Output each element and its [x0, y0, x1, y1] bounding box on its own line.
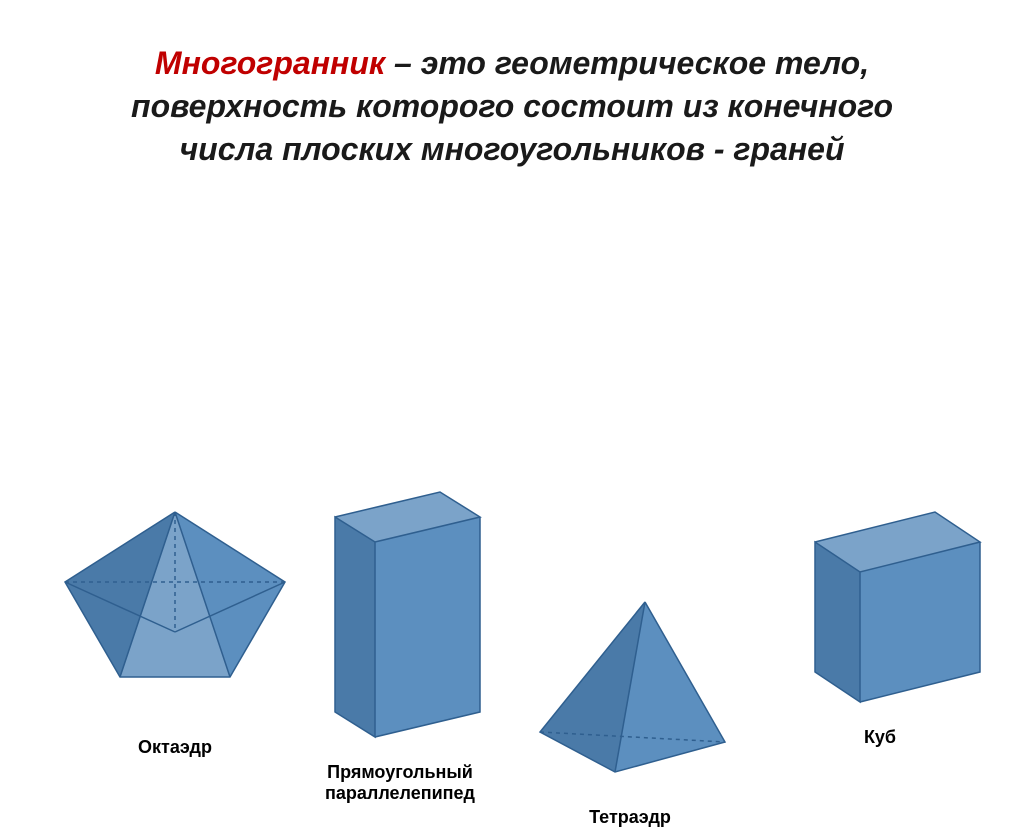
shape-parallelepiped — [310, 482, 490, 742]
pp-front — [335, 517, 375, 737]
shape-octahedron — [60, 502, 290, 702]
shape-cube — [770, 502, 990, 712]
pp-right — [375, 517, 480, 737]
shapes-area: Октаэдр Прямоугольный параллелепипед Тет… — [0, 172, 1024, 632]
label-parallelepiped: Прямоугольный параллелепипед — [280, 762, 520, 804]
heading-block: Многогранник – это геометрическое тело, … — [0, 0, 1024, 172]
heading-term: Многогранник — [155, 45, 385, 81]
label-cube: Куб — [770, 727, 990, 748]
shape-tetrahedron — [525, 592, 735, 782]
label-tetrahedron: Тетраэдр — [525, 807, 735, 828]
label-octahedron: Октаэдр — [60, 737, 290, 758]
